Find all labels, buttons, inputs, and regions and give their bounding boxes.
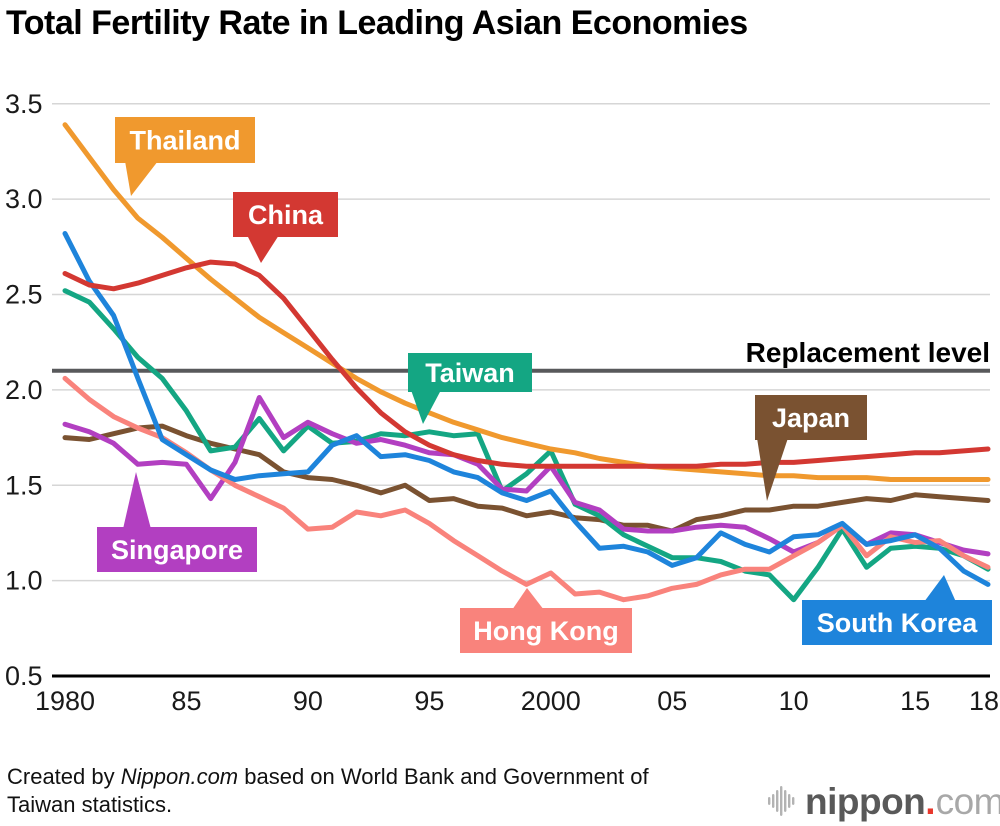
callout-box-china [233, 192, 338, 237]
callout-tail-taiwan [411, 390, 441, 424]
source-note-line2: Taiwan statistics. [7, 792, 173, 817]
callout-china: China [233, 192, 338, 263]
nippon-logo: nippon.com [768, 783, 1000, 820]
callout-hongkong: Hong Kong [460, 588, 632, 653]
chart-title: Total Fertility Rate in Leading Asian Ec… [6, 4, 748, 42]
x-tick-label-1980: 1980 [35, 686, 95, 716]
series-line-japan [62, 423, 991, 534]
source-note: Created by Nippon.com based on World Ban… [7, 763, 649, 819]
y-tick-label-2.5: 2.5 [5, 280, 43, 310]
callout-tail-singapore [123, 472, 151, 529]
callout-label-singapore: Singapore [111, 535, 243, 565]
y-tick-label-1.5: 1.5 [5, 470, 43, 500]
callout-tail-hongkong [512, 588, 544, 610]
x-tick-label-05: 05 [657, 686, 687, 716]
logo-tld: com [935, 781, 1000, 822]
logo-dot: . [925, 781, 936, 822]
y-tick-label-3.5: 3.5 [5, 89, 43, 119]
series-line-china [62, 259, 991, 469]
y-tick-label-3: 3.0 [5, 184, 43, 214]
callout-label-thailand: Thailand [129, 126, 240, 156]
x-tick-label-10: 10 [779, 686, 809, 716]
callout-southkorea: South Korea [802, 575, 992, 645]
x-tick-label-95: 95 [414, 686, 444, 716]
x-tick-label-85: 85 [171, 686, 201, 716]
series-line-taiwan [62, 288, 991, 603]
series-line-thailand [62, 122, 991, 482]
source-note-prefix: Created by [7, 764, 121, 789]
callout-singapore: Singapore [97, 472, 257, 572]
x-tick-label-18: 18 [969, 686, 999, 716]
callout-label-southkorea: South Korea [817, 608, 978, 638]
callout-taiwan: Taiwan [408, 353, 532, 424]
nippon-logo-text: nippon.com [805, 783, 1000, 820]
callout-label-china: China [248, 200, 324, 230]
soundwave-icon [768, 786, 795, 816]
source-note-brand: Nippon.com [120, 764, 239, 789]
y-tick-label-2: 2.0 [5, 375, 43, 405]
x-tick-label-90: 90 [293, 686, 323, 716]
callout-box-taiwan [408, 353, 532, 392]
callout-box-singapore [97, 527, 257, 572]
logo-name: nippon [805, 781, 926, 822]
callout-tail-thailand [125, 161, 158, 196]
callout-tail-china [247, 235, 279, 263]
y-tick-label-0.5: 0.5 [5, 661, 43, 691]
callout-label-japan: Japan [772, 403, 850, 433]
callout-box-southkorea [802, 600, 992, 645]
callout-tail-southkorea [924, 575, 956, 602]
callout-label-taiwan: Taiwan [425, 358, 515, 388]
y-tick-label-1: 1.0 [5, 566, 43, 596]
callout-japan: Japan [755, 395, 867, 501]
callout-tail-japan [757, 438, 788, 501]
series-line-southkorea [62, 231, 991, 587]
source-note-suffix: based on World Bank and Government of [238, 764, 649, 789]
replacement-level-label: Replacement level [746, 337, 990, 368]
callout-label-hongkong: Hong Kong [473, 616, 618, 646]
x-tick-label-2000: 2000 [521, 686, 581, 716]
callout-box-japan [755, 395, 867, 440]
x-tick-label-15: 15 [900, 686, 930, 716]
callout-box-hongkong [460, 608, 632, 653]
callout-thailand: Thailand [115, 117, 255, 196]
callout-box-thailand [115, 117, 255, 163]
